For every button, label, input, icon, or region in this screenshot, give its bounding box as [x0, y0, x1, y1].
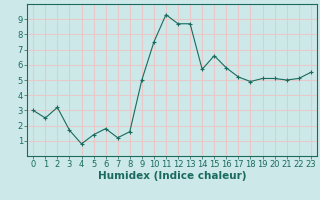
- X-axis label: Humidex (Indice chaleur): Humidex (Indice chaleur): [98, 171, 246, 181]
